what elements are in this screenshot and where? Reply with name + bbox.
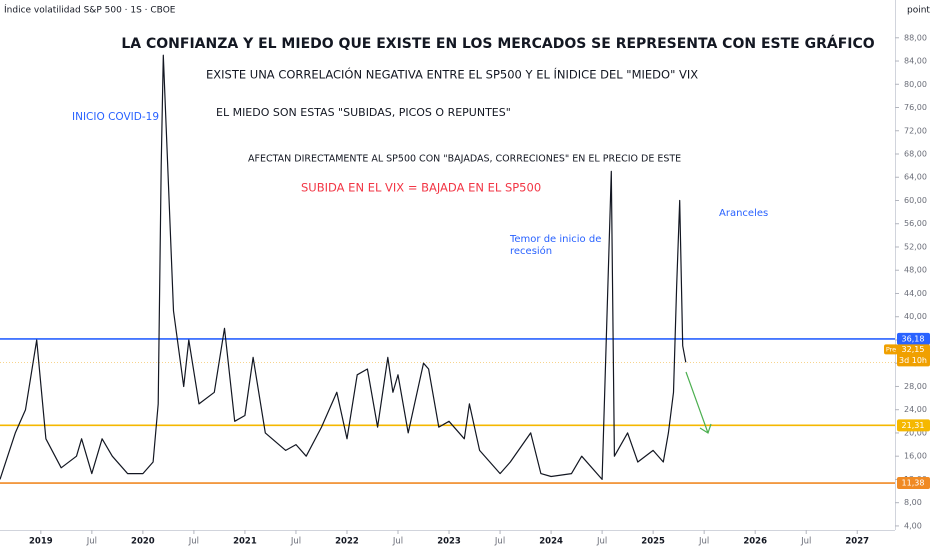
y-tick-label: 16,00	[904, 452, 927, 461]
x-tick-label: 2021	[233, 537, 257, 547]
price-tag	[897, 332, 930, 345]
y-tick-label: 76,00	[904, 103, 927, 112]
x-tick-label: 2026	[743, 537, 767, 547]
y-tick-label: 80,00	[904, 80, 927, 89]
x-tick-label: Jul	[698, 537, 709, 547]
price-tag	[897, 477, 930, 490]
y-tick-label: 28,00	[904, 382, 927, 391]
x-tick-label: 2025	[641, 537, 665, 547]
annotation: EXISTE UNA CORRELACIÓN NEGATIVA ENTRE EL…	[206, 67, 698, 82]
annotation: AFECTAN DIRECTAMENTE AL SP500 CON "BAJAD…	[248, 154, 681, 165]
x-tick-label: Jul	[188, 537, 199, 547]
annotation: INICIO COVID-19	[72, 111, 159, 123]
y-tick-label: 48,00	[904, 266, 927, 275]
header: Índice volatilidad S&P 500 · 1S · CBOE	[4, 4, 176, 16]
annotation: recesión	[510, 245, 552, 257]
y-tick-label: 56,00	[904, 219, 927, 228]
x-tick-label: Jul	[392, 537, 403, 547]
y-tick-label: 20,00	[904, 428, 927, 437]
price-tag-label: 36,18	[902, 334, 925, 343]
price-tag-label: 32,15	[902, 345, 925, 354]
x-tick-label: Jul	[800, 537, 811, 547]
unit-label: point	[907, 6, 930, 16]
annotation: Temor de inicio de	[509, 234, 601, 245]
y-tick-label: 60,00	[904, 196, 927, 205]
price-tag	[897, 344, 930, 367]
x-tick-label: 2024	[539, 537, 563, 547]
arrow	[685, 371, 712, 434]
x-tick-label: 2022	[335, 537, 359, 547]
y-tick-label: 40,00	[904, 312, 927, 321]
y-tick-label: 64,00	[904, 173, 927, 182]
price-tag	[897, 419, 930, 432]
y-tick-label: 52,00	[904, 242, 927, 251]
x-tick-label: Jul	[596, 537, 607, 547]
x-tick-label: 2020	[131, 537, 155, 547]
x-tick-label: 2019	[29, 537, 53, 547]
annotation: SUBIDA EN EL VIX = BAJADA EN EL SP500	[301, 181, 541, 195]
series-line	[0, 54, 687, 480]
x-tick-label: 2023	[437, 537, 461, 547]
price-tag-label: 21,31	[902, 421, 925, 430]
chart-title: LA CONFIANZA Y EL MIEDO QUE EXISTE EN LO…	[121, 35, 874, 52]
y-tick-label: 72,00	[904, 126, 927, 135]
countdown-label: 3d 10h	[899, 356, 927, 365]
annotation: Aranceles	[719, 208, 768, 219]
y-tick-label: 8,00	[904, 498, 922, 507]
y-tick-label: 84,00	[904, 57, 927, 66]
y-tick-label: 4,00	[904, 521, 922, 530]
price-tag-label: 11,38	[902, 479, 925, 488]
x-tick-label: Jul	[494, 537, 505, 547]
x-tick-label: 2027	[845, 537, 869, 547]
pre-tag	[884, 344, 898, 355]
x-tick-label: Jul	[86, 537, 97, 547]
x-tick-label: Jul	[290, 537, 301, 547]
pre-tag-label: Pre	[886, 345, 896, 353]
y-tick-label: 24,00	[904, 405, 927, 414]
y-tick-label: 68,00	[904, 150, 927, 159]
annotation: EL MIEDO SON ESTAS "SUBIDAS, PICOS O REP…	[216, 106, 511, 119]
y-tick-label: 88,00	[904, 33, 927, 42]
y-tick-label: 44,00	[904, 289, 927, 298]
